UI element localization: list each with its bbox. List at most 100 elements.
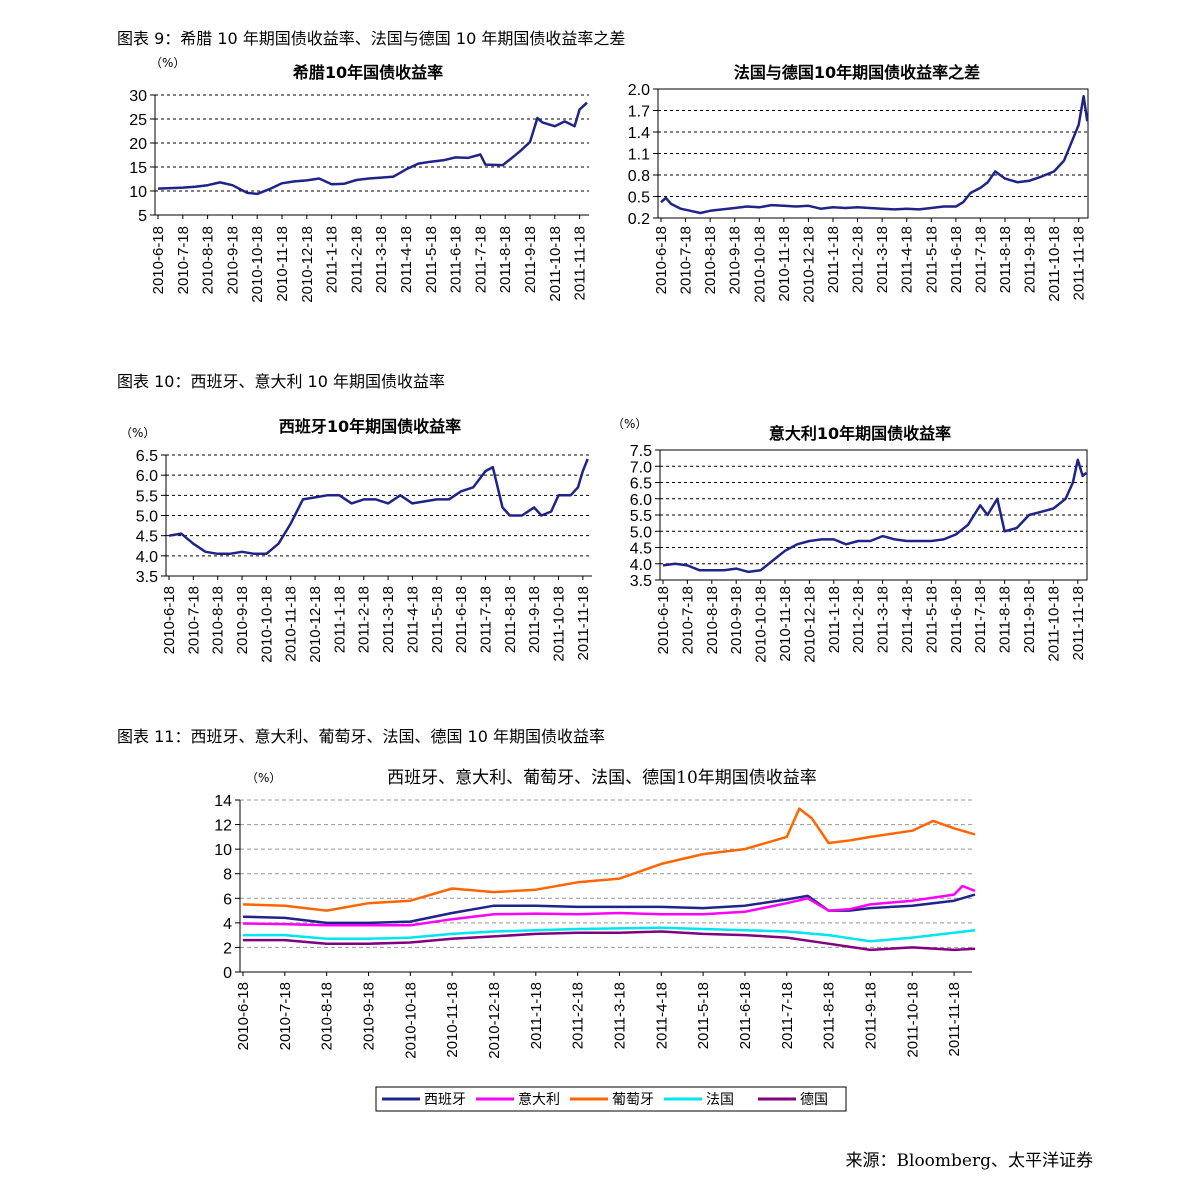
five_countries-series-line-4: [243, 930, 976, 952]
spain-x-tick-label: 2010-6-18: [161, 586, 178, 654]
italy-y-tick-label: 6.0: [630, 492, 652, 509]
italy-series-line: [662, 458, 1088, 574]
spain-x-tick-label: 2010-11-18: [283, 586, 300, 662]
five_countries-x-tick-label: 2011-1-18: [528, 982, 545, 1049]
italy-x-tick-label: 2011-4-18: [899, 586, 916, 653]
italy-x-tick-label: 2010-11-18: [777, 586, 794, 662]
five_countries-y-tick-label: 12: [214, 818, 232, 835]
five_countries-y-tick-label: 4: [223, 916, 232, 933]
spain-y-tick-label: 3.5: [136, 569, 158, 586]
source-note: 来源：Bloomberg、太平洋证券: [845, 1151, 1093, 1171]
fr_de_spread-y-tick-label: 1.4: [628, 125, 650, 142]
five_countries-series-line-3: [243, 926, 976, 943]
spain-y-tick-label: 6.5: [136, 448, 158, 465]
spain-x-tick-label: 2011-1-18: [331, 586, 348, 653]
five_countries-x-tick-label: 2010-9-18: [360, 982, 377, 1050]
italy-x-tick-label: 2010-8-18: [704, 586, 721, 654]
five_countries-x-tick-label: 2011-4-18: [653, 982, 670, 1049]
fr_de_spread-y-tick-label: 0.5: [628, 190, 650, 207]
spain-x-tick-label: 2011-4-18: [404, 586, 421, 653]
five_countries-x-tick-label: 2010-7-18: [277, 982, 294, 1050]
italy-y-tick-label: 4.5: [630, 541, 652, 558]
five_countries-y-tick-label: 2: [223, 940, 232, 957]
italy-x-tick-label: 2011-5-18: [923, 586, 940, 653]
figure11-caption: 图表 11：西班牙、意大利、葡萄牙、法国、德国 10 年期国债收益率: [117, 727, 605, 746]
fr_de_spread-y-tick-label: 1.1: [628, 147, 650, 164]
five_countries-x-tick-label: 2011-6-18: [737, 982, 754, 1049]
fr_de_spread-title: 法国与德国10年期国债收益率之差: [734, 63, 980, 82]
five_countries-unit-label: （%）: [246, 771, 281, 785]
spain-y-tick-label: 4.5: [136, 529, 158, 546]
figure9-caption: 图表 9：希腊 10 年期国债收益率、法国与德国 10 年期国债收益率之差: [117, 29, 626, 48]
five_countries-legend-label: 西班牙: [424, 1092, 466, 1108]
five_countries-x-tick-label: 2011-2-18: [570, 982, 587, 1049]
italy-y-tick-label: 3.5: [630, 573, 652, 590]
fr_de_spread-x-tick-label: 2010-7-18: [678, 226, 695, 294]
greece-x-tick-label: 2011-8-18: [497, 226, 514, 293]
five_countries-legend-label: 法国: [706, 1092, 734, 1108]
greece-y-tick-label: 30: [129, 88, 147, 105]
five_countries-x-tick-label: 2011-3-18: [611, 982, 628, 1049]
five_countries-y-tick-label: 0: [223, 965, 232, 982]
spain-x-tick-label: 2010-12-18: [307, 586, 324, 663]
greece-y-tick-label: 15: [129, 160, 147, 177]
italy-x-tick-label: 2011-7-18: [972, 586, 989, 653]
five_countries-x-tick-label: 2011-5-18: [695, 982, 712, 1049]
fr_de_spread-x-tick-label: 2011-3-18: [874, 226, 891, 293]
spain-x-tick-label: 2011-11-18: [575, 586, 592, 661]
italy-y-tick-label: 4.0: [630, 557, 652, 574]
italy-x-tick-label: 2010-9-18: [728, 586, 745, 654]
fr_de_spread-x-tick-label: 2011-2-18: [850, 226, 867, 293]
italy-x-tick-label: 2011-8-18: [997, 586, 1014, 653]
greece-x-tick-label: 2011-4-18: [398, 226, 415, 293]
greece-x-tick-label: 2010-8-18: [200, 226, 217, 294]
fr_de_spread-x-tick-label: 2011-7-18: [972, 226, 989, 293]
italy-x-tick-label: 2011-9-18: [1021, 586, 1038, 653]
spain-x-tick-label: 2011-3-18: [380, 586, 397, 653]
italy-x-tick-label: 2010-10-18: [753, 586, 770, 663]
spain-x-tick-label: 2010-8-18: [210, 586, 227, 654]
greece-x-tick-label: 2010-6-18: [150, 226, 167, 294]
italy-x-tick-label: 2011-1-18: [826, 586, 843, 653]
five_countries-y-tick-label: 10: [214, 842, 232, 859]
five_countries-x-tick-label: 2010-10-18: [402, 982, 419, 1059]
greece-unit-label: （%）: [150, 56, 185, 70]
greece-x-tick-label: 2011-1-18: [324, 226, 341, 293]
greece-y-tick-label: 5: [138, 208, 147, 225]
fr_de_spread-x-tick-label: 2010-11-18: [776, 226, 793, 302]
spain-x-tick-label: 2010-9-18: [234, 586, 251, 654]
five_countries-x-tick-label: 2011-9-18: [862, 982, 879, 1049]
fr_de_spread-x-tick-label: 2011-11-18: [1071, 226, 1088, 301]
five_countries-title: 西班牙、意大利、葡萄牙、法国、德国10年期国债收益率: [387, 768, 817, 788]
spain-x-tick-label: 2010-7-18: [185, 586, 202, 654]
italy-x-tick-label: 2010-12-18: [801, 586, 818, 663]
fr_de_spread-x-tick-label: 2011-8-18: [997, 226, 1014, 293]
greece-x-tick-label: 2011-2-18: [348, 226, 365, 293]
italy-y-tick-label: 6.5: [630, 476, 652, 493]
spain-y-tick-label: 5.5: [136, 488, 158, 505]
five_countries-x-tick-label: 2011-10-18: [904, 982, 921, 1058]
spain-x-tick-label: 2011-5-18: [429, 586, 446, 653]
five_countries-series-line-1: [242, 884, 976, 927]
italy-y-tick-label: 5.5: [630, 508, 652, 525]
spain-x-tick-label: 2011-10-18: [550, 586, 567, 662]
five_countries-x-tick-label: 2011-11-18: [946, 982, 963, 1057]
fr_de_spread-y-tick-label: 0.2: [628, 211, 650, 228]
greece-y-tick-label: 10: [129, 184, 147, 201]
fr_de_spread-x-tick-label: 2010-12-18: [800, 226, 817, 303]
greece-title: 希腊10年国债收益率: [293, 63, 443, 82]
greece-x-tick-label: 2010-10-18: [249, 226, 266, 303]
italy-y-tick-label: 7.0: [630, 459, 652, 476]
spain-series-line: [168, 458, 589, 556]
five_countries-x-tick-label: 2010-11-18: [444, 982, 461, 1058]
greece-x-tick-label: 2010-7-18: [175, 226, 192, 294]
spain-x-tick-label: 2011-2-18: [356, 586, 373, 653]
five_countries-legend-label: 意大利: [518, 1091, 560, 1108]
five_countries-x-tick-label: 2010-12-18: [486, 982, 503, 1059]
fr_de_spread-plot-frame: [657, 88, 1089, 219]
fr_de_spread-x-tick-label: 2010-9-18: [727, 226, 744, 294]
fr_de_spread-y-tick-label: 0.8: [628, 168, 650, 185]
greece-x-tick-label: 2011-9-18: [522, 226, 539, 293]
italy-x-tick-label: 2010-6-18: [655, 586, 672, 654]
fr_de_spread-x-tick-label: 2011-10-18: [1046, 226, 1063, 302]
